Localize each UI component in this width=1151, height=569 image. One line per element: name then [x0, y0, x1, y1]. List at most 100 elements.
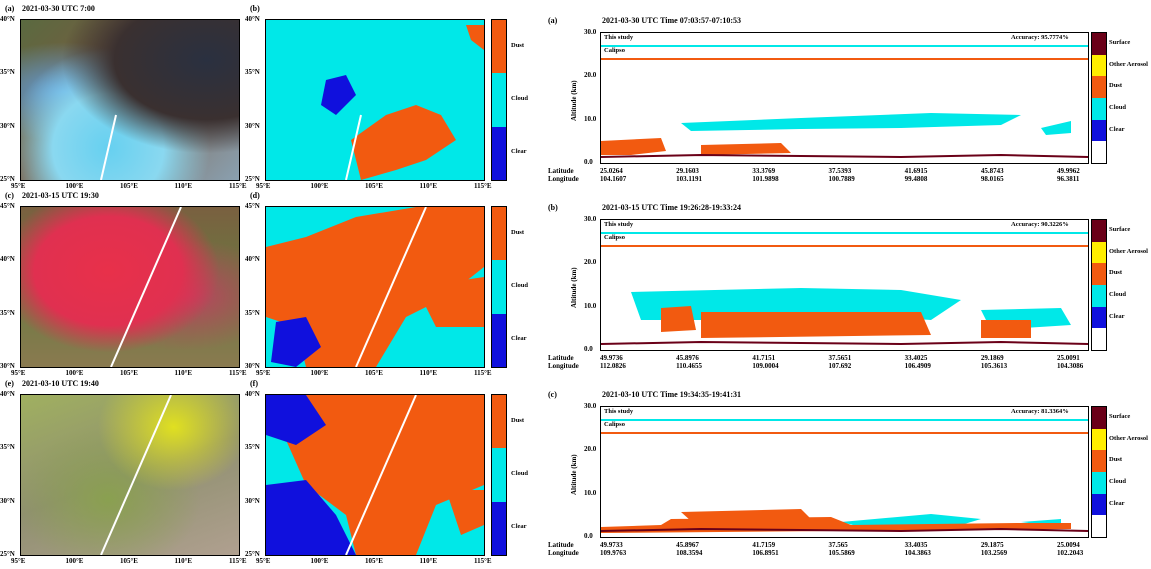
dust-region [266, 395, 484, 555]
colorbar-label: Dust [1109, 82, 1123, 90]
latitude-value: 41.7151 [752, 354, 776, 362]
lat-tick-label: 45°N [245, 202, 260, 210]
latitude-row-label: Latitude [548, 541, 574, 549]
longitude-value: 96.3811 [1057, 175, 1080, 183]
altitude-tick-label: 20.0 [584, 445, 597, 454]
colorbar-segment [1092, 97, 1106, 120]
longitude-value: 103.2569 [980, 549, 1008, 557]
latitude-value: 45.8743 [980, 167, 1004, 175]
classification-map [265, 206, 485, 368]
dust-layer [601, 138, 791, 155]
colorbar-segment [492, 20, 506, 74]
profile-plot [600, 32, 1089, 164]
satellite-image [20, 206, 240, 368]
latitude-value: 49.9962 [1057, 167, 1080, 175]
colorbar-label: Cloud [1109, 103, 1126, 111]
colorbar-segment [1092, 493, 1106, 516]
calipso-strip [601, 432, 1088, 434]
lon-tick-label: 95°E [256, 557, 271, 565]
panel-label: (b) [548, 203, 558, 212]
altitude-tick-label: 10.0 [584, 114, 597, 123]
altitude-tick-label: 20.0 [584, 258, 597, 267]
satellite-image [20, 19, 240, 181]
latitude-value: 25.0094 [1057, 541, 1080, 549]
calipso-strip [601, 58, 1088, 60]
altitude-tick-label: 0.0 [584, 158, 593, 166]
altitude-axis-label: Altitude (km) [570, 267, 578, 308]
longitude-value: 98.0165 [980, 175, 1004, 183]
lat-tick-label: 35°N [0, 68, 15, 77]
longitude-row-label: Longitude [548, 549, 579, 557]
colorbar-segment [1092, 407, 1106, 429]
this-study-strip [601, 232, 1088, 234]
colorbar-segment [492, 207, 506, 261]
altitude-tick-label: 30.0 [584, 28, 597, 36]
colorbar-label: Cloud [511, 282, 528, 289]
lat-tick-label: 40°N [0, 390, 15, 398]
profile-title: 2021-03-30 UTC Time 07:03:57-07:10:53 [602, 16, 742, 25]
colorbar-segment [1092, 220, 1106, 242]
colorbar-label: Dust [511, 228, 525, 236]
colorbar-segment [1092, 471, 1106, 494]
colorbar-segment [1092, 428, 1106, 451]
panel-label: (a) [5, 4, 15, 13]
colorbar-segment [1092, 119, 1106, 142]
longitude-value: 109.0004 [752, 362, 779, 370]
surface-line [601, 340, 1088, 346]
longitude-value: 112.0826 [600, 362, 626, 370]
altitude-tick-label: 0.0 [584, 532, 593, 540]
lon-tick-label: 100°E [65, 557, 84, 565]
longitude-value: 104.3863 [904, 549, 931, 557]
dust-layer [601, 509, 1071, 533]
lat-tick-label: 30°N [245, 362, 260, 370]
lon-tick-label: 95°E [11, 557, 26, 565]
profile-colorbar [1091, 219, 1107, 351]
latitude-value: 37.5651 [828, 354, 852, 362]
calipso-track [355, 207, 427, 367]
class-colorbar [491, 19, 507, 181]
latitude-value: 33.4035 [904, 541, 928, 549]
colorbar-label: Dust [1109, 456, 1123, 464]
colorbar-label: Cloud [1109, 477, 1126, 485]
this-study-strip [601, 45, 1088, 47]
colorbar-label: Clear [1109, 125, 1125, 133]
latitude-row-label: Latitude [548, 167, 574, 175]
colorbar-segment [1092, 328, 1106, 350]
altitude-tick-label: 30.0 [584, 215, 597, 223]
lat-tick-label: 35°N [0, 443, 15, 452]
profile-colorbar [1091, 406, 1107, 538]
colorbar-label: Surface [1109, 38, 1131, 46]
longitude-value: 102.2043 [1057, 549, 1084, 557]
accuracy-label: Accuracy: 95.7774% [1011, 34, 1069, 41]
latitude-value: 37.565 [828, 541, 848, 549]
longitude-row-label: Longitude [548, 175, 579, 183]
lon-tick-label: 115°E [474, 182, 492, 190]
panel-label: (c) [548, 390, 557, 399]
colorbar-label: Cloud [511, 95, 528, 102]
colorbar-label: Clear [511, 148, 527, 156]
lon-tick-label: 95°E [11, 182, 26, 190]
lon-tick-label: 95°E [256, 182, 271, 190]
colorbar-segment [492, 73, 506, 127]
lat-tick-label: 30°N [0, 496, 15, 505]
dust-region [416, 277, 484, 327]
dust-region [266, 207, 484, 367]
altitude-axis-label: Altitude (km) [570, 454, 578, 495]
colorbar-segment [1092, 241, 1106, 264]
panel-label: (b) [250, 4, 260, 13]
panel-label: (f) [250, 379, 258, 388]
colorbar-label: Surface [1109, 225, 1131, 233]
surface-line [601, 527, 1088, 533]
panel-label: (c) [5, 191, 14, 200]
lat-tick-label: 30°N [0, 121, 15, 130]
map-title: 2021-03-30 UTC 7:00 [22, 4, 95, 13]
latitude-value: 33.3769 [752, 167, 776, 175]
lat-tick-label: 25°N [0, 175, 15, 183]
calipso-track [100, 114, 117, 180]
colorbar-label: Cloud [1109, 290, 1126, 298]
longitude-value: 101.9898 [752, 175, 779, 183]
clear-region [266, 395, 356, 555]
this-study-label: This study [604, 408, 634, 415]
lon-tick-label: 115°E [229, 557, 247, 565]
panel-label: (e) [5, 379, 14, 388]
